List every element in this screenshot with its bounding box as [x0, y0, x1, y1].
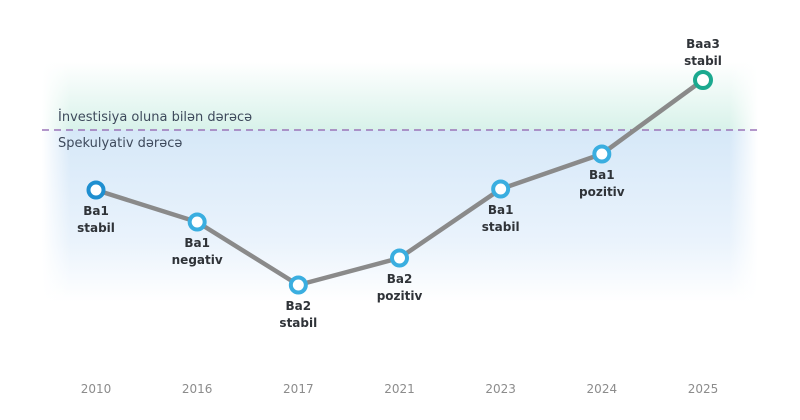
data-point-2024 [592, 144, 612, 164]
data-point-2010 [86, 180, 106, 200]
rating-label-2010: Ba1 [83, 204, 109, 218]
rating-label-2024: Ba1 [589, 168, 615, 182]
rating-label-2017: Ba2 [286, 299, 312, 313]
x-tick-2023: 2023 [485, 382, 516, 396]
speculative-grade-label: Spekulyativ dərəcə [58, 136, 182, 151]
rating-label-2023: Ba1 [488, 203, 514, 217]
x-tick-2010: 2010 [81, 382, 112, 396]
data-point-2021 [390, 248, 409, 268]
x-tick-2016: 2016 [182, 382, 213, 396]
x-tick-2024: 2024 [587, 382, 618, 396]
outlook-label-2021: pozitiv [377, 289, 423, 303]
x-tick-2017: 2017 [283, 382, 314, 396]
outlook-label-2023: stabil [482, 220, 520, 234]
x-tick-2025: 2025 [688, 382, 719, 396]
outlook-label-2017: stabil [279, 316, 317, 330]
rating-label-2025: Baa3 [686, 37, 720, 51]
x-tick-2021: 2021 [384, 382, 415, 396]
outlook-label-2016: negativ [172, 253, 223, 267]
data-point-2017 [288, 275, 308, 295]
data-point-2016 [187, 212, 207, 232]
investment-grade-label: İnvestisiya oluna bilən dərəcə [58, 109, 252, 125]
outlook-label-2025: stabil [684, 54, 722, 68]
rating-series: Ba1 stabil Ba1 negativ Ba2 stabil Ba2 pozitiv Ba… [77, 37, 722, 330]
outlook-label-2024: pozitiv [579, 185, 625, 199]
rating-label-2016: Ba1 [184, 236, 210, 250]
data-point-2023 [491, 179, 511, 199]
x-axis-ticks: 2010 2016 2017 2021 2023 2024 2025 [81, 382, 719, 396]
rating-label-2021: Ba2 [387, 272, 413, 286]
data-point-2025 [693, 70, 713, 90]
outlook-label-2010: stabil [77, 221, 115, 235]
